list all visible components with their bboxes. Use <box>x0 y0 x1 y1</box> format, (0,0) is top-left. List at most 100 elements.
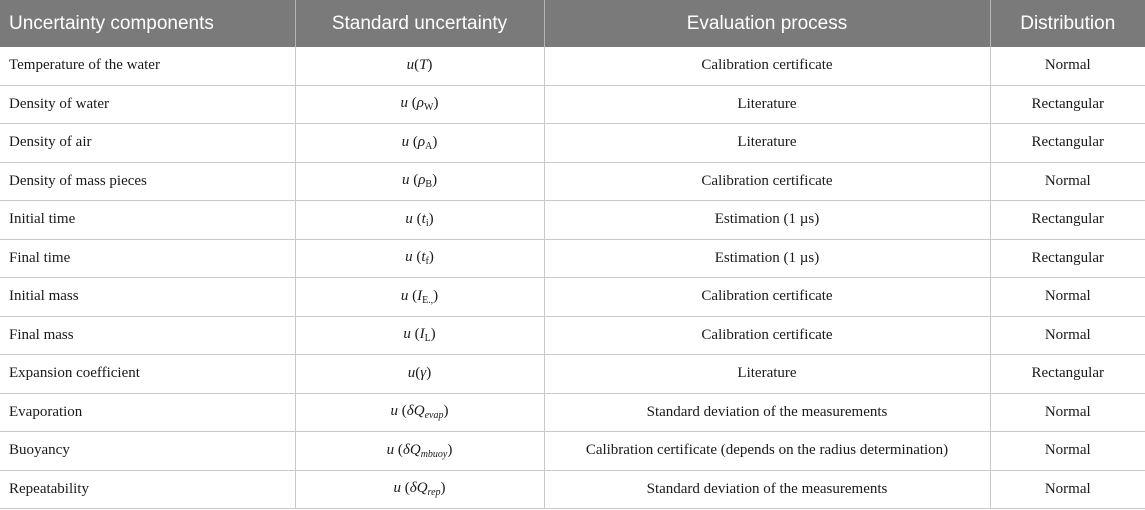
cell-standard-uncertainty: u (ρA) <box>294 123 544 163</box>
symbol-variable: ρ <box>418 172 426 189</box>
cell-distribution: Rectangular <box>989 85 1145 124</box>
symbol-variable: δQ <box>402 441 421 458</box>
symbol-close-paren: ) <box>440 480 446 497</box>
symbol-u: u <box>386 441 395 458</box>
symbol-open-paren: ( <box>414 57 420 74</box>
cell-standard-uncertainty: u (tf) <box>294 239 544 278</box>
cell-standard-uncertainty: u (ρW) <box>294 85 544 124</box>
cell-evaluation-process: Estimation (1 µs) <box>543 200 990 240</box>
cell-evaluation-process: Standard deviation of the measurements <box>543 470 990 509</box>
table-body: Temperature of the water u(T) Calibration … <box>0 47 1145 509</box>
cell-evaluation-process: Calibration certificate <box>543 277 990 317</box>
symbol-subscript: A <box>425 140 433 152</box>
cell-component: Buoyancy <box>0 431 295 471</box>
symbol-open-paren: ( <box>409 172 419 189</box>
cell-distribution: Rectangular <box>989 239 1145 278</box>
uncertainty-symbol: u (IE.,) <box>400 287 439 306</box>
symbol-variable: I <box>419 326 425 343</box>
symbol-u: u <box>390 403 399 420</box>
cell-component: Final mass <box>0 316 295 355</box>
table-row: Final time u (tf) Estimation (1 µs) Rectang… <box>0 239 1145 278</box>
symbol-variable: γ <box>420 365 427 382</box>
cell-standard-uncertainty: u (δQmbuoy) <box>294 431 544 471</box>
symbol-u: u <box>393 480 401 497</box>
symbol-u: u <box>400 95 409 112</box>
symbol-u: u <box>401 172 410 189</box>
cell-standard-uncertainty: u (δQevap) <box>294 393 544 432</box>
symbol-subscript: L <box>424 333 431 345</box>
uncertainty-symbol: u(γ) <box>408 365 431 381</box>
header-row: Uncertainty components Standard uncertai… <box>0 0 1145 47</box>
uncertainty-symbol: u (ρB) <box>401 172 437 191</box>
cell-component: Evaporation <box>0 393 295 432</box>
uncertainty-symbol: u(T) <box>407 57 433 73</box>
symbol-close-paren: ) <box>427 57 433 74</box>
symbol-variable: ρ <box>416 95 424 112</box>
symbol-open-paren: ( <box>415 365 421 382</box>
symbol-close-paren: ) <box>443 403 449 420</box>
symbol-close-paren: ) <box>428 249 434 266</box>
symbol-open-paren: ( <box>398 403 407 420</box>
cell-component: Temperature of the water <box>0 47 295 86</box>
cell-evaluation-process: Standard deviation of the measurements <box>543 393 990 432</box>
symbol-variable: I <box>417 287 423 304</box>
cell-evaluation-process: Calibration certificate <box>543 47 990 86</box>
symbol-subscript: E., <box>422 294 434 306</box>
symbol-variable: t <box>421 249 426 266</box>
table-row: Density of air u (ρA) Literature Rectangula… <box>0 123 1145 163</box>
symbol-u: u <box>401 133 410 150</box>
symbol-subscript: B <box>425 179 433 191</box>
cell-evaluation-process: Calibration certificate <box>543 316 990 355</box>
symbol-subscript: W <box>424 102 434 114</box>
header-uncertainty-components: Uncertainty components <box>0 0 295 47</box>
table-row: Repeatability u (δQrep) Standard deviation… <box>0 470 1145 509</box>
symbol-variable: δQ <box>406 403 425 420</box>
cell-component: Density of water <box>0 85 295 124</box>
symbol-subscript: i <box>425 217 429 229</box>
cell-component: Expansion coefficient <box>0 354 295 394</box>
symbol-u: u <box>400 287 409 304</box>
cell-evaluation-process: Calibration certificate (depends on the … <box>543 431 990 471</box>
symbol-open-paren: ( <box>400 480 410 497</box>
cell-evaluation-process: Literature <box>543 123 990 163</box>
table-row: Final mass u (IL) Calibration certificate N… <box>0 316 1145 355</box>
cell-component: Initial mass <box>0 277 295 317</box>
table-row: Buoyancy u (δQmbuoy) Calibration certifica… <box>0 431 1145 471</box>
cell-evaluation-process: Literature <box>543 85 990 124</box>
symbol-close-paren: ) <box>430 326 436 343</box>
cell-distribution: Normal <box>989 277 1145 317</box>
cell-standard-uncertainty: u (ti) <box>294 200 544 240</box>
uncertainty-symbol: u (δQmbuoy) <box>386 441 453 460</box>
cell-evaluation-process: Estimation (1 µs) <box>543 239 990 278</box>
table-row: Density of water u (ρW) Literature Rectangu… <box>0 85 1145 124</box>
symbol-open-paren: ( <box>410 326 420 343</box>
symbol-variable: δQ <box>409 480 428 497</box>
cell-distribution: Normal <box>989 393 1145 432</box>
table-row: Density of mass pieces u (ρB) Calibration … <box>0 162 1145 201</box>
symbol-open-paren: ( <box>409 133 418 150</box>
symbol-close-paren: ) <box>433 95 439 112</box>
cell-standard-uncertainty: u(T) <box>294 47 544 86</box>
cell-component: Density of air <box>0 123 295 163</box>
cell-distribution: Normal <box>989 431 1145 471</box>
symbol-subscript: evap <box>424 410 444 422</box>
symbol-subscript: mbuoy <box>420 448 448 460</box>
symbol-open-paren: ( <box>412 249 422 266</box>
uncertainty-symbol: u (ρA) <box>401 133 438 152</box>
uncertainty-symbol: u (δQrep) <box>393 480 446 498</box>
table-row: Temperature of the water u(T) Calibration … <box>0 47 1145 86</box>
cell-distribution: Normal <box>989 316 1145 355</box>
symbol-variable: T <box>419 57 428 74</box>
cell-distribution: Normal <box>989 470 1145 509</box>
cell-evaluation-process: Calibration certificate <box>543 162 990 201</box>
symbol-u: u <box>405 249 413 266</box>
uncertainty-symbol: u (ti) <box>405 210 433 229</box>
uncertainty-symbol: u (ρW) <box>400 95 439 114</box>
symbol-close-paren: ) <box>433 287 439 304</box>
table-row: Initial time u (ti) Estimation (1 µs) Recta… <box>0 200 1145 240</box>
symbol-close-paren: ) <box>426 365 432 382</box>
cell-evaluation-process: Literature <box>543 354 990 394</box>
symbol-open-paren: ( <box>412 210 422 227</box>
table-row: Evaporation u (δQevap) Standard deviation … <box>0 393 1145 432</box>
